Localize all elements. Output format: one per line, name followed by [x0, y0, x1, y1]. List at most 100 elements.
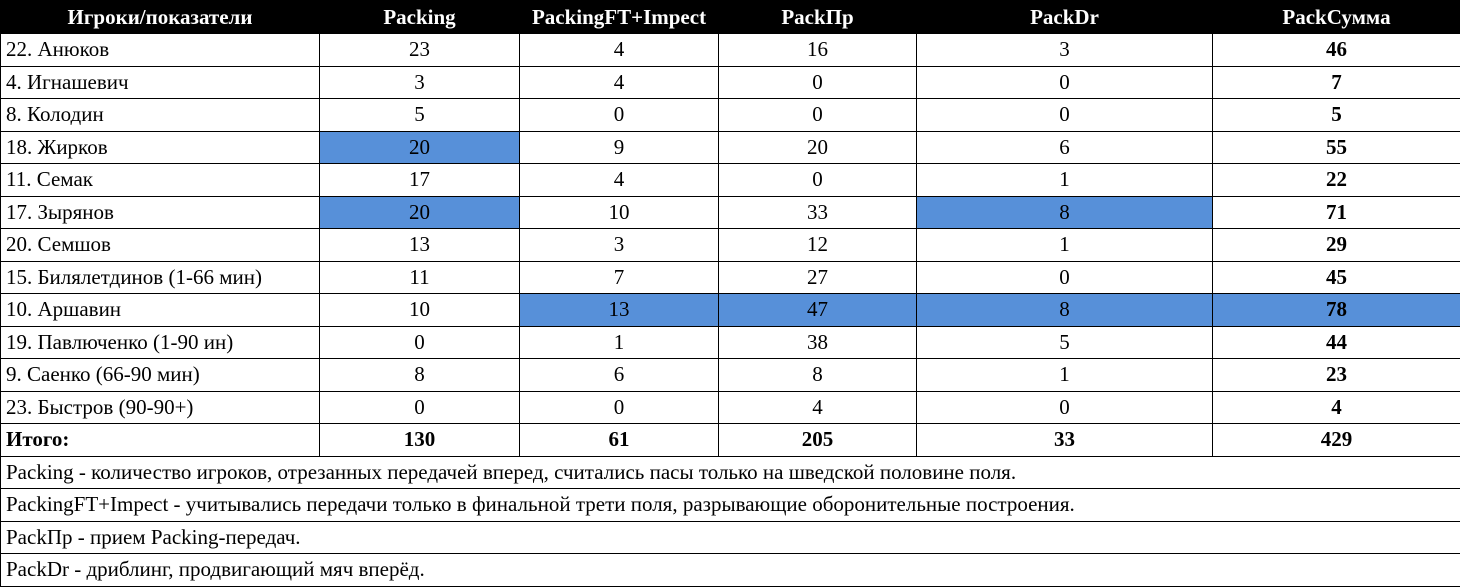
player-row: 19. Павлюченко (1-90 ин) 0 1 38 5 44 — [0, 325, 1460, 359]
total-label: Итого: — [0, 423, 320, 457]
cell-pack-sum: 7 — [1212, 65, 1460, 99]
cell-packing-ft-impect: 0 — [519, 390, 719, 424]
cell-packing-ft-impect: 3 — [519, 228, 719, 262]
cell-packing-ft-impect: 4 — [519, 163, 719, 197]
cell-packing-ft-impect: 0 — [519, 98, 719, 132]
cell-packing: 0 — [319, 325, 520, 359]
cell-packing: 11 — [319, 260, 520, 294]
player-name: 8. Колодин — [0, 98, 320, 132]
cell-packing-ft-impect: 9 — [519, 130, 719, 164]
player-name: 17. Зырянов — [0, 195, 320, 229]
cell-pack-sum: 55 — [1212, 130, 1460, 164]
player-name: 11. Семак — [0, 163, 320, 197]
total-pack-dr: 33 — [916, 423, 1213, 457]
player-name: 9. Саенко (66-90 мин) — [0, 358, 320, 392]
header-pack-sum: PackСумма — [1212, 0, 1460, 34]
cell-packing: 20 — [319, 195, 520, 229]
cell-packing: 23 — [319, 33, 520, 67]
cell-pack-dr: 8 — [916, 195, 1213, 229]
note-row: PackDr - дриблинг, продвигающий мяч впер… — [0, 553, 1460, 587]
cell-pack-dr: 0 — [916, 98, 1213, 132]
note-row: PackingFT+Impect - учитывались передачи … — [0, 488, 1460, 522]
player-row: 23. Быстров (90-90+) 0 0 4 0 4 — [0, 390, 1460, 424]
cell-pack-dr: 1 — [916, 228, 1213, 262]
cell-pack-dr: 6 — [916, 130, 1213, 164]
cell-packing-ft-impect: 4 — [519, 65, 719, 99]
cell-pack-sum: 45 — [1212, 260, 1460, 294]
cell-pack-pr: 0 — [718, 65, 917, 99]
note-row: PackПр - прием Packing-передач. — [0, 520, 1460, 554]
cell-packing-ft-impect: 10 — [519, 195, 719, 229]
cell-pack-sum: 4 — [1212, 390, 1460, 424]
cell-packing: 20 — [319, 130, 520, 164]
cell-pack-sum: 78 — [1212, 293, 1460, 327]
cell-pack-pr: 0 — [718, 98, 917, 132]
cell-packing-ft-impect: 4 — [519, 33, 719, 67]
note-row: Packing - количество игроков, отрезанных… — [0, 455, 1460, 489]
cell-pack-sum: 5 — [1212, 98, 1460, 132]
cell-packing: 8 — [319, 358, 520, 392]
player-row: 8. Колодин 5 0 0 0 5 — [0, 98, 1460, 132]
player-name: 23. Быстров (90-90+) — [0, 390, 320, 424]
player-row: 17. Зырянов 20 10 33 8 71 — [0, 195, 1460, 229]
cell-packing-ft-impect: 7 — [519, 260, 719, 294]
cell-pack-pr: 27 — [718, 260, 917, 294]
player-row: 10. Аршавин 10 13 47 8 78 — [0, 293, 1460, 327]
header-packing: Packing — [319, 0, 520, 34]
cell-pack-dr: 5 — [916, 325, 1213, 359]
note-pack-pr: PackПр - прием Packing-передач. — [0, 520, 1460, 554]
cell-pack-dr: 8 — [916, 293, 1213, 327]
cell-pack-sum: 44 — [1212, 325, 1460, 359]
player-row: 22. Анюков 23 4 16 3 46 — [0, 33, 1460, 67]
player-row: 4. Игнашевич 3 4 0 0 7 — [0, 65, 1460, 99]
cell-pack-pr: 47 — [718, 293, 917, 327]
player-row: 15. Билялетдинов (1-66 мин) 11 7 27 0 45 — [0, 260, 1460, 294]
cell-packing-ft-impect: 13 — [519, 293, 719, 327]
cell-pack-pr: 20 — [718, 130, 917, 164]
cell-packing: 17 — [319, 163, 520, 197]
cell-pack-sum: 29 — [1212, 228, 1460, 262]
header-packing-ft-impect: PackingFT+Impect — [519, 0, 719, 34]
cell-pack-dr: 0 — [916, 260, 1213, 294]
cell-pack-pr: 38 — [718, 325, 917, 359]
cell-packing: 10 — [319, 293, 520, 327]
cell-packing-ft-impect: 6 — [519, 358, 719, 392]
player-name: 22. Анюков — [0, 33, 320, 67]
player-name: 18. Жирков — [0, 130, 320, 164]
cell-pack-dr: 1 — [916, 163, 1213, 197]
total-pack-sum: 429 — [1212, 423, 1460, 457]
note-packing-ft-impect: PackingFT+Impect - учитывались передачи … — [0, 488, 1460, 522]
header-pack-pr: PackПр — [718, 0, 917, 34]
cell-pack-pr: 16 — [718, 33, 917, 67]
header-row: Игроки/показатели Packing PackingFT+Impe… — [0, 0, 1460, 34]
total-row: Итого: 130 61 205 33 429 — [0, 423, 1460, 457]
total-pack-pr: 205 — [718, 423, 917, 457]
total-packing: 130 — [319, 423, 520, 457]
cell-packing: 13 — [319, 228, 520, 262]
player-row: 18. Жирков 20 9 20 6 55 — [0, 130, 1460, 164]
player-name: 4. Игнашевич — [0, 65, 320, 99]
header-players: Игроки/показатели — [0, 0, 320, 34]
header-pack-dr: PackDr — [916, 0, 1213, 34]
cell-packing-ft-impect: 1 — [519, 325, 719, 359]
cell-packing: 0 — [319, 390, 520, 424]
total-packing-ft-impect: 61 — [519, 423, 719, 457]
cell-pack-dr: 0 — [916, 390, 1213, 424]
cell-pack-pr: 0 — [718, 163, 917, 197]
cell-pack-dr: 3 — [916, 33, 1213, 67]
player-row: 20. Семшов 13 3 12 1 29 — [0, 228, 1460, 262]
cell-packing: 3 — [319, 65, 520, 99]
player-name: 15. Билялетдинов (1-66 мин) — [0, 260, 320, 294]
cell-pack-pr: 4 — [718, 390, 917, 424]
note-packing: Packing - количество игроков, отрезанных… — [0, 455, 1460, 489]
player-row: 11. Семак 17 4 0 1 22 — [0, 163, 1460, 197]
cell-pack-sum: 23 — [1212, 358, 1460, 392]
cell-pack-dr: 1 — [916, 358, 1213, 392]
cell-pack-pr: 12 — [718, 228, 917, 262]
player-name: 19. Павлюченко (1-90 ин) — [0, 325, 320, 359]
cell-packing: 5 — [319, 98, 520, 132]
cell-pack-pr: 33 — [718, 195, 917, 229]
cell-pack-sum: 46 — [1212, 33, 1460, 67]
cell-pack-pr: 8 — [718, 358, 917, 392]
